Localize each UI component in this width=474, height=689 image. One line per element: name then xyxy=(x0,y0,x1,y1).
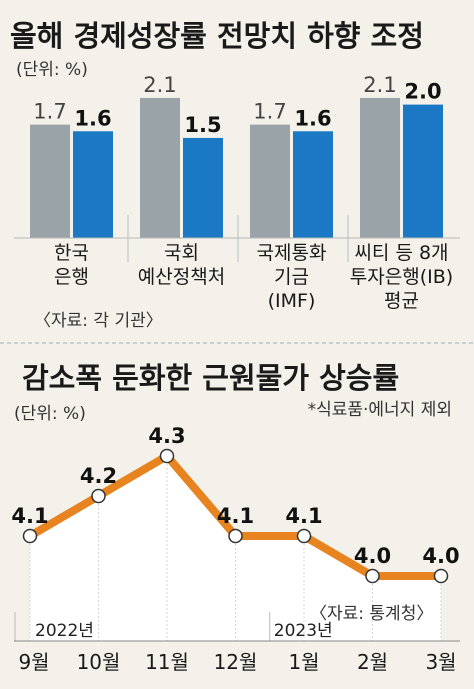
data-point xyxy=(365,568,380,584)
bar-revised-1 xyxy=(183,137,223,238)
data-point xyxy=(91,488,106,504)
data-point xyxy=(433,568,449,584)
category-label: 국회 xyxy=(164,242,199,264)
category-label: 예산정책처 xyxy=(138,266,225,288)
category-label: 기금 xyxy=(274,266,309,288)
line-chart-unit: (단위: %) xyxy=(14,404,86,424)
data-points xyxy=(22,448,449,584)
line-chart-title: 감소폭 둔화한 근원물가 상승률 xyxy=(22,361,399,395)
data-label: 4.3 xyxy=(148,424,185,448)
month-label: 9월 xyxy=(18,650,49,674)
category-label: 평균 xyxy=(384,290,419,312)
data-point xyxy=(159,448,175,464)
bar-value-label: 1.7 xyxy=(33,100,66,124)
month-labels: 9월 10월 11월 12월 1월 2월 3월 xyxy=(18,650,456,674)
bar-value-label: 1.5 xyxy=(184,113,221,137)
data-point xyxy=(22,528,38,544)
month-label: 1월 xyxy=(288,650,319,674)
bar-revised-3 xyxy=(403,104,443,238)
line-chart-source: 〈자료: 통계청〉 xyxy=(310,604,433,624)
month-label: 10월 xyxy=(77,650,121,674)
year-labels: 2022년 2023년 xyxy=(35,621,333,641)
data-point xyxy=(228,528,243,544)
category-label: 은행 xyxy=(54,266,89,288)
data-label: 4.0 xyxy=(354,544,391,568)
year-label-2023: 2023년 xyxy=(274,621,333,641)
data-label: 4.1 xyxy=(285,504,322,528)
category-label: (IMF) xyxy=(268,290,316,312)
bar-value-label: 1.6 xyxy=(294,106,331,130)
bar-chart-source: 〈자료: 각 기관〉 xyxy=(34,311,163,331)
bar-plot: 1.7 1.6 2.1 1.5 1.7 1.6 2.1 2.0 xyxy=(30,73,443,239)
bar-value-label: 2.1 xyxy=(363,73,396,97)
line-chart-note: *식료품·에너지 제외 xyxy=(308,400,452,420)
month-label: 11월 xyxy=(145,650,189,674)
month-label: 12월 xyxy=(214,650,258,674)
bar-previous-2 xyxy=(250,124,290,238)
year-label-2022: 2022년 xyxy=(35,621,94,641)
category-label: 투자은행(IB) xyxy=(350,266,453,288)
bar-previous-0 xyxy=(30,124,70,238)
category-label: 국제통화 xyxy=(257,242,327,264)
data-label: 4.1 xyxy=(11,504,48,528)
data-label: 4.1 xyxy=(217,504,254,528)
bar-chart-unit: (단위: %) xyxy=(16,60,88,80)
category-label: 한국 xyxy=(54,242,89,264)
bar-value-label: 1.7 xyxy=(253,100,286,124)
bar-chart-title: 올해 경제성장률 전망치 하향 조정 xyxy=(10,19,424,53)
data-label: 4.0 xyxy=(422,544,459,568)
bar-revised-0 xyxy=(73,131,113,238)
bar-previous-3 xyxy=(360,97,400,239)
month-gridlines xyxy=(14,456,442,641)
bar-value-label: 2.1 xyxy=(143,73,176,97)
month-label: 2월 xyxy=(357,650,388,674)
data-label: 4.2 xyxy=(80,464,117,488)
month-label: 3월 xyxy=(425,650,456,674)
bar-revised-2 xyxy=(293,131,333,238)
bar-value-label: 2.0 xyxy=(404,80,441,104)
category-label: 씨티 등 8개 xyxy=(354,242,448,264)
bar-previous-1 xyxy=(140,97,180,239)
data-point xyxy=(296,528,312,544)
data-labels: 4.1 4.2 4.3 4.1 4.1 4.0 4.0 xyxy=(11,424,459,568)
bar-value-label: 1.6 xyxy=(74,106,111,130)
